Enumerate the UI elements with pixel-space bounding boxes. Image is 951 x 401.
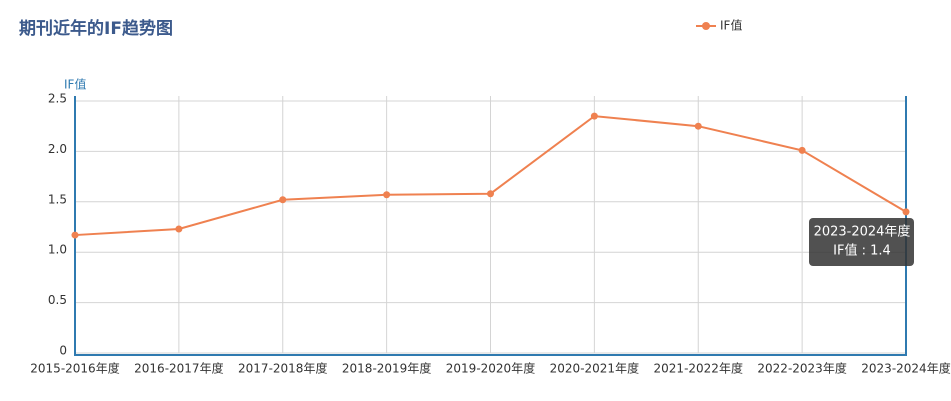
data-point bbox=[487, 190, 494, 198]
data-point bbox=[590, 112, 598, 120]
legend-marker bbox=[702, 22, 710, 30]
data-point bbox=[279, 196, 287, 204]
x-tick-label: 2017-2018年度 bbox=[238, 361, 327, 376]
x-tick-label: 2021-2022年度 bbox=[654, 361, 743, 376]
data-point bbox=[383, 191, 391, 199]
y-tick-label: 2.5 bbox=[48, 92, 67, 106]
x-tick-label: 2020-2021年度 bbox=[550, 361, 639, 376]
x-tick-label: 2019-2020年度 bbox=[446, 361, 535, 376]
x-tick-label: 2016-2017年度 bbox=[134, 361, 223, 376]
data-point bbox=[694, 122, 702, 130]
y-tick-label: 2.0 bbox=[48, 142, 67, 156]
data-point bbox=[175, 225, 183, 233]
x-tick-label: 2022-2023年度 bbox=[757, 361, 846, 376]
chart-title: 期刊近年的IF趋势图 bbox=[19, 18, 173, 39]
x-tick-label: 2018-2019年度 bbox=[342, 361, 431, 376]
tooltip-label: IF值 : 1.4 bbox=[833, 243, 891, 259]
y-tick-label: 0.5 bbox=[48, 293, 67, 307]
data-point bbox=[798, 146, 806, 154]
y-tick-label: 1.0 bbox=[48, 243, 67, 257]
x-tick-label: 2023-2024年度 bbox=[861, 361, 950, 376]
y-tick-label: 0 bbox=[59, 344, 67, 358]
y-tick-label: 1.5 bbox=[48, 192, 67, 206]
y-axis-label: IF值 bbox=[64, 77, 86, 92]
tooltip-title: 2023-2024年度 bbox=[814, 224, 911, 240]
data-point bbox=[902, 208, 910, 216]
tooltip bbox=[809, 218, 914, 266]
x-tick-label: 2015-2016年度 bbox=[30, 361, 119, 376]
data-point bbox=[71, 231, 79, 239]
legend-label: IF值 bbox=[720, 18, 742, 33]
